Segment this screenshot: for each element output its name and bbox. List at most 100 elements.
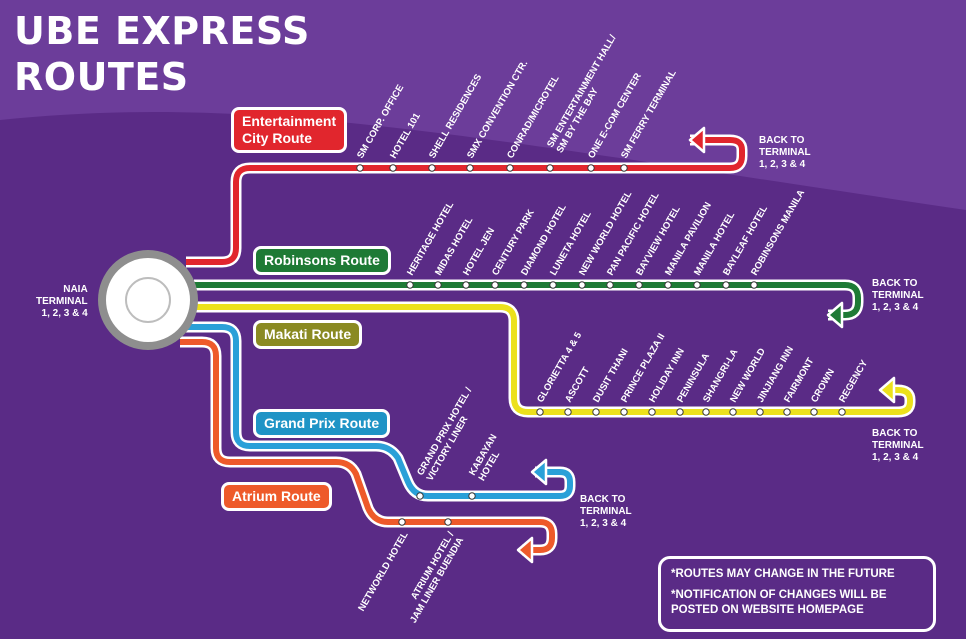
stop-marker[interactable]: [468, 492, 476, 500]
note-route-change: *ROUTES MAY CHANGE IN THE FUTURE: [671, 568, 895, 580]
atrium-route-label[interactable]: Atrium Route: [221, 482, 332, 511]
stop-label-line: ASCOTT: [563, 365, 592, 404]
stop-marker[interactable]: [536, 408, 544, 416]
terminal-line: 1, 2, 3 & 4: [759, 159, 806, 170]
route-label-line: Makati Route: [264, 326, 352, 342]
stop-marker[interactable]: [564, 408, 572, 416]
entertainment-arrow-icon: [688, 126, 706, 154]
stop-label: PAN PACIFIC HOTEL: [605, 190, 662, 277]
stop-label: NETWORLD HOTEL: [356, 530, 410, 613]
grand-prix-back-to-terminal: BACK TO TERMINAL 1, 2, 3 & 4: [580, 494, 632, 530]
stop-label-line: PAN PACIFIC HOTEL: [605, 190, 662, 277]
stop-label: ROBINSONS MANILA: [749, 188, 807, 278]
stop-label-line: ROBINSONS MANILA: [749, 188, 807, 278]
entertainment-route-line: [186, 137, 745, 265]
makati-route-line: [196, 304, 913, 415]
stop-label-line: CROWN: [809, 367, 837, 405]
route-label-line: City Route: [242, 130, 312, 146]
stop-marker[interactable]: [466, 164, 474, 172]
stop-label: ASCOTT: [563, 365, 592, 404]
terminal-line: TERMINAL: [580, 506, 632, 517]
stop-marker[interactable]: [546, 164, 554, 172]
stop-marker[interactable]: [783, 408, 791, 416]
makati-route-label[interactable]: Makati Route: [253, 320, 363, 349]
makati-arrow-icon: [878, 376, 896, 404]
stop-marker[interactable]: [702, 408, 710, 416]
stop-marker[interactable]: [838, 408, 846, 416]
entertainment-city-route-label[interactable]: Entertainment City Route: [231, 107, 348, 153]
robinsons-arrow-icon: [826, 301, 844, 329]
route-label-line: Grand Prix Route: [264, 415, 380, 431]
naia-line: TERMINAL: [36, 296, 88, 307]
stop-label: REGENCY: [837, 358, 870, 405]
stop-marker[interactable]: [729, 408, 737, 416]
stop-marker[interactable]: [549, 281, 557, 289]
stop-marker[interactable]: [428, 164, 436, 172]
stop-label-line: REGENCY: [837, 358, 870, 405]
grand-prix-route-label[interactable]: Grand Prix Route: [253, 409, 391, 438]
terminal-line: 1, 2, 3 & 4: [872, 452, 919, 463]
stop-marker[interactable]: [416, 492, 424, 500]
stop-marker[interactable]: [462, 281, 470, 289]
stop-marker[interactable]: [620, 408, 628, 416]
robinsons-back-to-terminal: BACK TO TERMINAL 1, 2, 3 & 4: [872, 278, 924, 314]
stop-marker[interactable]: [389, 164, 397, 172]
grandprix-route-line: [186, 324, 573, 499]
stop-marker[interactable]: [506, 164, 514, 172]
stop-marker[interactable]: [664, 281, 672, 289]
stop-marker[interactable]: [648, 408, 656, 416]
stop-marker[interactable]: [578, 281, 586, 289]
page-title: UBE EXPRESS ROUTES: [14, 8, 310, 100]
stop-marker[interactable]: [398, 518, 406, 526]
stop-marker[interactable]: [434, 281, 442, 289]
stop-marker[interactable]: [406, 281, 414, 289]
entertainment-back-to-terminal: BACK TO TERMINAL 1, 2, 3 & 4: [759, 135, 811, 171]
stop-marker[interactable]: [750, 281, 758, 289]
terminal-line: BACK TO: [759, 135, 805, 146]
stop-label: CROWN: [809, 367, 837, 405]
naia-line: 1, 2, 3 & 4: [41, 308, 88, 319]
stop-marker[interactable]: [606, 281, 614, 289]
stop-label: ATRIUM HOTEL /JAM LINER BUENDIA: [399, 530, 467, 625]
terminal-line: BACK TO: [872, 278, 918, 289]
stop-label: KABAYANHOTEL: [467, 432, 509, 483]
stop-label-line: NETWORLD HOTEL: [356, 530, 410, 613]
stop-label-line: NEW WORLD HOTEL: [577, 189, 634, 277]
terminal-line: TERMINAL: [872, 290, 924, 301]
stop-marker[interactable]: [520, 281, 528, 289]
terminal-line: TERMINAL: [759, 147, 811, 158]
stop-marker[interactable]: [676, 408, 684, 416]
note-notification: *NOTIFICATION OF CHANGES WILL BE POSTED …: [671, 589, 887, 616]
stop-label: NEW WORLD HOTEL: [577, 189, 634, 277]
stop-marker[interactable]: [722, 281, 730, 289]
grandprix-arrow-icon: [530, 458, 548, 486]
stop-marker[interactable]: [587, 164, 595, 172]
stop-marker[interactable]: [693, 281, 701, 289]
stop-marker[interactable]: [635, 281, 643, 289]
terminal-line: TERMINAL: [872, 440, 924, 451]
robinsons-route-line: [194, 282, 861, 318]
stop-marker[interactable]: [356, 164, 364, 172]
route-label-line: Robinsons Route: [264, 252, 380, 268]
stop-marker[interactable]: [810, 408, 818, 416]
robinsons-route-label[interactable]: Robinsons Route: [253, 246, 391, 275]
terminal-line: BACK TO: [580, 494, 626, 505]
terminal-line: BACK TO: [872, 428, 918, 439]
stop-marker[interactable]: [756, 408, 764, 416]
stop-marker[interactable]: [491, 281, 499, 289]
stop-marker[interactable]: [620, 164, 628, 172]
route-label-line: Atrium Route: [232, 488, 321, 504]
stop-marker[interactable]: [592, 408, 600, 416]
title-line: UBE EXPRESS: [14, 9, 310, 53]
background-curve: [0, 0, 966, 210]
stop-marker[interactable]: [444, 518, 452, 526]
terminal-line: 1, 2, 3 & 4: [580, 518, 627, 529]
makati-back-to-terminal: BACK TO TERMINAL 1, 2, 3 & 4: [872, 428, 924, 464]
naia-terminal-label: NAIA TERMINAL 1, 2, 3 & 4: [36, 284, 88, 320]
atrium-arrow-icon: [516, 536, 534, 564]
notes-box: *ROUTES MAY CHANGE IN THE FUTURE *NOTIFI…: [658, 556, 936, 632]
terminal-line: 1, 2, 3 & 4: [872, 302, 919, 313]
naia-line: NAIA: [63, 284, 88, 295]
atrium-route-line: [180, 339, 555, 553]
